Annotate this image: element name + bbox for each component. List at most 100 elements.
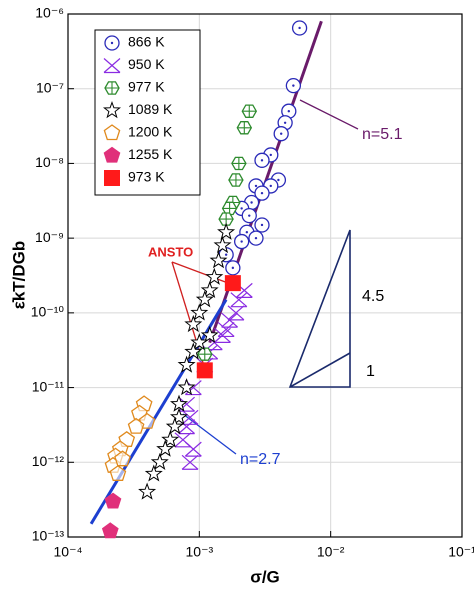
marker-part: [260, 159, 264, 162]
marker-part: [230, 292, 248, 308]
marker-part: [170, 407, 188, 425]
points: [101, 20, 308, 539]
marker-part: [242, 105, 257, 118]
marker: [184, 342, 203, 360]
marker-part: [161, 430, 180, 448]
marker: [228, 173, 244, 187]
ansto-label: ANSTO: [148, 244, 193, 259]
marker-part: [101, 522, 119, 539]
y-tick-label: 10⁻¹³: [32, 528, 65, 544]
marker: [241, 104, 258, 118]
marker-part: [283, 121, 287, 124]
marker: [230, 292, 248, 308]
fit-line: [89, 298, 228, 525]
marker: [200, 280, 219, 298]
legend-label: 1200 K: [128, 124, 173, 140]
marker: [101, 522, 119, 539]
y-tick-label: 10⁻⁸: [35, 154, 64, 170]
legend: 866 K 950 K 977 K 1089 K 1200 K 1255 K 973 K: [94, 29, 201, 196]
marker-part: [144, 464, 163, 482]
marker: [254, 185, 270, 201]
marker-part: [200, 325, 219, 344]
marker: [165, 417, 184, 435]
marker-part: [150, 452, 169, 470]
marker-part: [184, 342, 203, 360]
y-tick-label: 10⁻⁶: [35, 5, 64, 21]
marker: [248, 230, 264, 246]
marker-part: [103, 124, 121, 141]
legend-label: 1089 K: [128, 101, 173, 117]
marker: [138, 482, 157, 500]
marker: [205, 267, 224, 285]
marker: [231, 156, 247, 171]
marker-part: [103, 146, 121, 163]
slope-run: 1: [366, 363, 375, 380]
x-axis-label: σ/G: [250, 567, 280, 586]
marker: [281, 103, 297, 119]
marker-part: [298, 26, 301, 30]
marker-part: [224, 253, 228, 256]
marker: [170, 394, 188, 412]
marker-part: [105, 82, 119, 94]
marker-part: [240, 240, 243, 243]
marker: [103, 146, 121, 163]
marker: [104, 35, 120, 51]
marker: [234, 233, 250, 250]
y-tick-label: 10⁻¹²: [32, 453, 65, 469]
marker-part: [231, 157, 246, 170]
marker: [114, 450, 131, 467]
marker-part: [110, 41, 114, 45]
marker-part: [200, 280, 219, 298]
fit-label: n=2.7: [240, 451, 281, 468]
ticks: 10⁻⁴ 10⁻³ 10⁻² 10⁻¹ 10⁻¹³ 10⁻¹² 10⁻¹¹ 10⁻¹⁰ 10⁻⁹…: [31, 5, 474, 560]
marker: [213, 235, 232, 254]
marker: [150, 452, 169, 470]
marker-part: [217, 222, 236, 240]
marker: [209, 251, 228, 269]
marker-part: [254, 236, 258, 240]
legend-label: 866 K: [128, 34, 165, 50]
y-axis-label: ε̇kT/DGb: [9, 241, 28, 310]
marker: [177, 378, 196, 396]
marker: [127, 417, 145, 434]
marker-part: [195, 290, 214, 308]
marker: [254, 152, 270, 168]
marker-part: [170, 394, 188, 412]
marker: [104, 170, 120, 186]
marker: [195, 290, 214, 308]
y-tick-label: 10⁻¹⁰: [31, 304, 65, 320]
fit-label: n=5.1: [362, 126, 403, 143]
x-tick-label: 10⁻¹: [448, 544, 474, 560]
marker: [254, 217, 270, 233]
marker-part: [228, 174, 243, 187]
marker-part: [248, 214, 251, 217]
marker: [217, 222, 236, 240]
y-tick-label: 10⁻⁹: [35, 229, 64, 245]
slope-triangle: [288, 229, 351, 388]
marker: [109, 465, 127, 481]
marker: [181, 454, 199, 470]
marker: [144, 464, 163, 482]
marker-part: [240, 207, 243, 210]
marker-part: [277, 178, 280, 182]
marker-part: [114, 450, 131, 467]
marker-part: [213, 235, 232, 254]
marker: [177, 355, 196, 373]
marker-part: [231, 266, 235, 270]
marker-part: [205, 267, 224, 285]
legend-label: 977 K: [128, 79, 165, 95]
marker: [184, 314, 203, 333]
marker-part: [138, 482, 157, 500]
marker: [285, 77, 302, 94]
marker-part: [224, 275, 241, 292]
marker: [156, 439, 175, 457]
marker-part: [127, 417, 145, 434]
legend-label: 1255 K: [128, 146, 173, 162]
x-tick-label: 10⁻⁴: [54, 544, 83, 560]
marker: [161, 430, 180, 448]
marker: [291, 20, 308, 36]
marker: [184, 441, 202, 457]
marker-part: [190, 333, 209, 351]
marker-part: [109, 465, 127, 481]
marker-part: [181, 454, 199, 470]
